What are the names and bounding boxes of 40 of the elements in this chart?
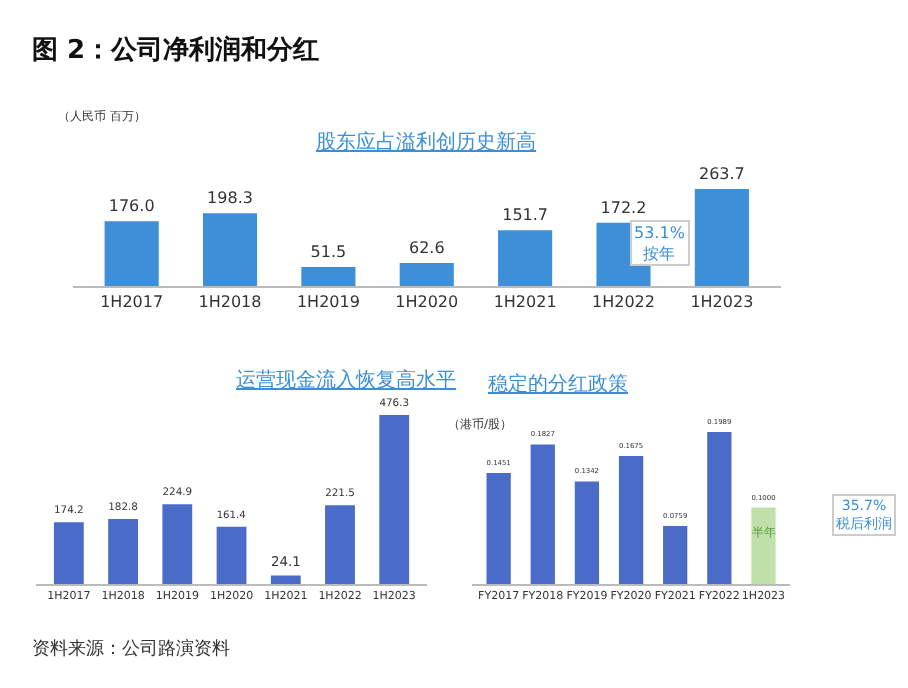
chart-title: 运营现金流入恢复高水平 <box>236 368 456 392</box>
data-label: 263.7 <box>698 165 745 184</box>
data-label: 151.7 <box>502 206 549 225</box>
bar <box>301 267 356 286</box>
data-label: 51.5 <box>310 243 347 262</box>
bar <box>399 263 454 286</box>
data-label: 172.2 <box>600 198 647 217</box>
bar <box>530 444 555 584</box>
x-tick-label: 1H2018 <box>198 293 262 312</box>
chart-title: 稳定的分红政策 <box>488 372 628 396</box>
text: 资料来源：公司路演资料 <box>32 638 230 660</box>
data-label: 198.3 <box>207 189 253 208</box>
bar <box>53 522 84 584</box>
data-label: 62.6 <box>408 239 445 257</box>
bar <box>486 473 511 584</box>
x-tick-label: 1H2023 <box>690 293 754 312</box>
chart-title: 股东应占溢利创历史新高 <box>316 130 536 154</box>
bar <box>216 526 247 584</box>
bar <box>108 519 138 584</box>
bar <box>694 189 749 286</box>
bar <box>751 507 776 584</box>
x-tick-label: 1H2022 <box>592 293 655 312</box>
annotation: 53.1% 按年 <box>634 224 686 263</box>
bar <box>379 414 410 584</box>
x-tick-label: 1H2017 <box>100 293 164 312</box>
bar <box>202 213 258 286</box>
bar <box>618 456 644 584</box>
bar <box>663 526 688 584</box>
bar <box>574 481 600 584</box>
bar <box>270 575 301 584</box>
caption: 图 2：公司净利润和分红 <box>32 34 320 66</box>
bar <box>498 230 553 286</box>
bar <box>325 505 355 584</box>
data-label: 176.0 <box>108 197 155 216</box>
x-tick-label: 1H2020 <box>395 293 459 312</box>
bar <box>707 432 732 584</box>
bar <box>104 221 159 286</box>
x-tick-label: 1H2021 <box>493 293 557 312</box>
x-tick-label: 1H2019 <box>296 293 360 312</box>
bar <box>162 504 193 584</box>
